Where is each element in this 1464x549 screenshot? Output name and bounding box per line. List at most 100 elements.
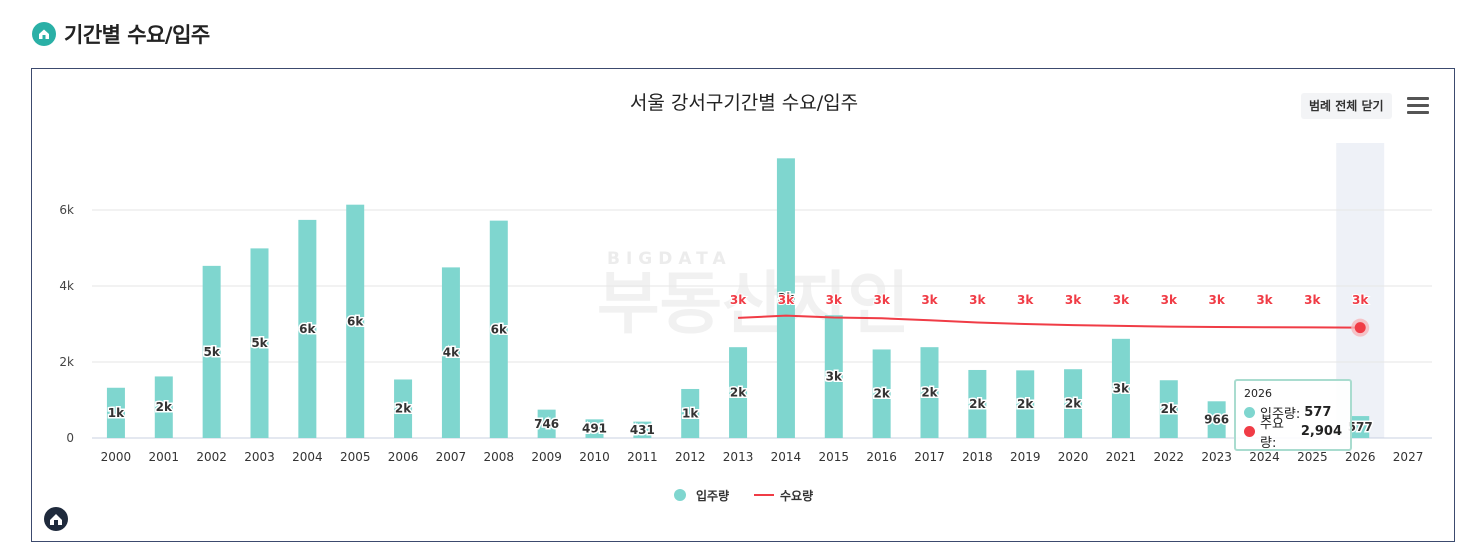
x-tick-label: 2020	[1058, 450, 1089, 464]
supply-bar-label: 2k	[921, 386, 938, 400]
y-tick-label: 4k	[59, 279, 74, 293]
supply-bar	[585, 419, 604, 438]
demand-point-label: 3k	[921, 293, 938, 307]
demand-point-label: 3k	[873, 293, 890, 307]
supply-bar	[633, 421, 652, 438]
legend-demand-label: 수요량	[780, 489, 813, 503]
legend-toggle-button[interactable]: 범례 전체 닫기	[1301, 93, 1392, 119]
supply-bar-label: 966	[1204, 413, 1229, 427]
x-tick-label: 2023	[1201, 450, 1232, 464]
watermark-big: 부동산지인	[597, 265, 910, 344]
tooltip-year: 2026	[1244, 387, 1272, 400]
x-tick-label: 2006	[388, 450, 419, 464]
supply-bar	[872, 349, 891, 438]
supply-bar	[681, 388, 700, 438]
supply-bar-label: 2k	[969, 397, 986, 411]
x-tick-label: 2001	[149, 450, 180, 464]
x-tick-label: 2019	[1010, 450, 1041, 464]
supply-bar	[489, 220, 508, 438]
hamburger-menu-icon[interactable]	[1407, 97, 1429, 115]
supply-bar-label: 3k	[826, 370, 843, 384]
supply-bar-label: 5k	[203, 345, 220, 359]
x-tick-label: 2010	[579, 450, 610, 464]
supply-bar	[1159, 380, 1178, 438]
chart-title: 서울 강서구기간별 수요/입주	[630, 92, 858, 114]
supply-bar-label: 2k	[730, 386, 747, 400]
x-tick-label: 2004	[292, 450, 323, 464]
supply-bar	[441, 267, 460, 438]
y-tick-label: 2k	[59, 355, 74, 369]
x-tick-label: 2026	[1345, 450, 1376, 464]
tooltip-supply-label: 입주량:	[1260, 407, 1301, 422]
x-tick-label: 2011	[627, 450, 658, 464]
supply-bar	[776, 158, 795, 438]
tooltip-demand-value: 2,904	[1300, 424, 1342, 439]
demand-point-label: 3k	[826, 293, 843, 307]
supply-bar-label: 2k	[1161, 402, 1178, 416]
section-title: 기간별 수요/입주	[64, 23, 210, 47]
y-tick-label: 0	[66, 431, 74, 445]
demand-point-label: 3k	[778, 293, 795, 307]
x-tick-label: 2008	[484, 450, 515, 464]
supply-bar-label: 6k	[347, 314, 364, 328]
legend-supply-label: 입주량	[696, 489, 729, 503]
x-tick-label: 2016	[866, 450, 897, 464]
chart-panel: 서울 강서구기간별 수요/입주 BIGDATA 부동산지인 0 2k 4k 6k 2000 20…	[31, 68, 1455, 542]
demand-point-label: 3k	[1017, 293, 1034, 307]
supply-bar-label: 2k	[1017, 397, 1034, 411]
supply-bar-label: 746	[534, 417, 559, 431]
tooltip-demand-label: 수요량:	[1260, 416, 1284, 451]
supply-bar-label: 1k	[682, 406, 699, 420]
supply-bar-label: 2k	[873, 387, 890, 401]
tooltip-row-supply: 입주량: 577	[1244, 403, 1342, 422]
x-tick-label: 2012	[675, 450, 706, 464]
supply-bar-label: 6k	[491, 322, 508, 336]
supply-bar	[298, 219, 317, 438]
supply-bar	[968, 369, 987, 438]
supply-bar-label: 3k	[1113, 381, 1130, 395]
tooltip-supply-value: 577	[1304, 405, 1332, 420]
chart-tooltip: 2026 입주량: 577 수요량: 2,904	[1234, 379, 1352, 451]
supply-bar	[250, 248, 269, 438]
demand-point-label: 3k	[1161, 293, 1178, 307]
brand-logo-icon[interactable]	[44, 507, 68, 531]
supply-bar	[537, 409, 556, 438]
demand-point-label: 3k	[1304, 293, 1321, 307]
legend-supply-swatch	[674, 489, 686, 501]
supply-bar-label: 491	[582, 422, 607, 436]
demand-point-label: 3k	[1065, 293, 1082, 307]
demand-line	[738, 314, 1361, 329]
supply-bar	[1351, 416, 1370, 438]
section-header: 기간별 수요/입주	[32, 18, 210, 50]
supply-bar-label: 2k	[395, 402, 412, 416]
x-tick-label: 2014	[771, 450, 802, 464]
x-tick-label: 2027	[1393, 450, 1424, 464]
supply-bar	[154, 376, 173, 438]
supply-bar-label: 577	[1348, 420, 1373, 434]
demand-point-label: 3k	[1352, 293, 1369, 307]
supply-bar-label: 5k	[251, 336, 268, 350]
supply-bar	[394, 379, 413, 438]
supply-bar	[346, 204, 365, 438]
x-tick-label: 2007	[436, 450, 467, 464]
demand-point-label: 3k	[1256, 293, 1273, 307]
supply-bar	[1111, 338, 1130, 438]
tooltip-demand-dot	[1244, 426, 1255, 437]
demand-marker	[1354, 322, 1366, 334]
supply-bar	[202, 265, 221, 438]
home-badge-icon	[32, 22, 56, 46]
supply-bar-label: 6k	[299, 322, 316, 336]
supply-bar	[920, 347, 939, 438]
supply-bar-label: 431	[630, 423, 655, 437]
tooltip-supply-dot	[1244, 407, 1255, 418]
x-tick-label: 2017	[914, 450, 945, 464]
x-tick-label: 2009	[531, 450, 562, 464]
supply-bar	[824, 315, 843, 438]
supply-bar-label: 2k	[1065, 397, 1082, 411]
x-tick-label: 2024	[1249, 450, 1280, 464]
supply-bar	[106, 387, 125, 438]
x-tick-label: 2002	[196, 450, 227, 464]
x-tick-label: 2018	[962, 450, 993, 464]
demand-point-label: 3k	[969, 293, 986, 307]
